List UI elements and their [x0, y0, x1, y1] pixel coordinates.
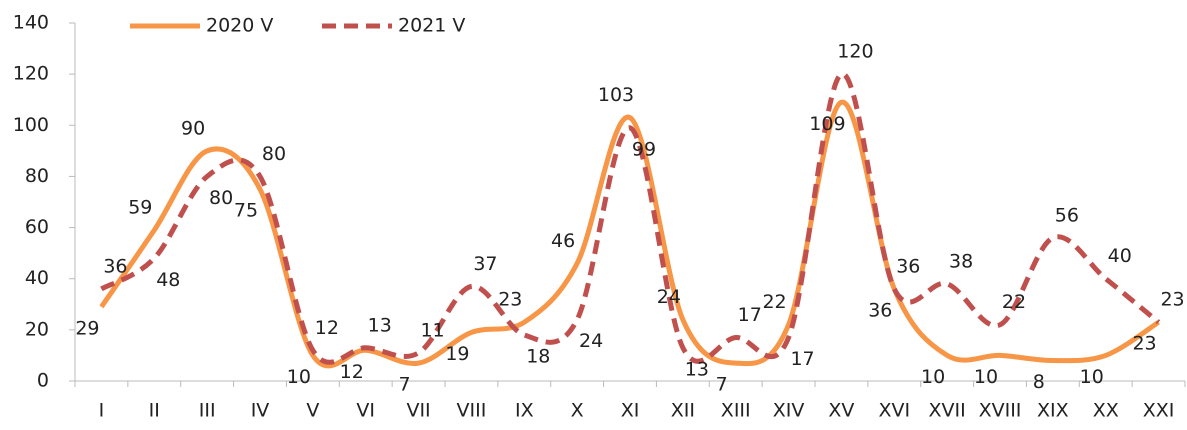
- x-tick-label: VIII: [457, 400, 487, 422]
- data-label: 38: [949, 250, 973, 272]
- data-label: 48: [156, 269, 180, 291]
- data-label: 22: [762, 291, 786, 313]
- data-label: 59: [128, 197, 152, 219]
- data-label: 17: [738, 304, 762, 326]
- series-line: [100, 71, 1161, 365]
- legend-label: 2021 V: [398, 15, 465, 37]
- data-label: 37: [473, 253, 497, 275]
- x-tick-label: II: [149, 400, 160, 422]
- y-tick-label: 80: [25, 165, 49, 187]
- y-tick-label: 140: [13, 12, 49, 34]
- x-tick-label: IX: [515, 400, 534, 422]
- data-label: 103: [598, 84, 634, 106]
- y-tick-label: 20: [25, 318, 49, 340]
- x-tick-label: XV: [828, 400, 854, 422]
- data-label: 17: [790, 348, 814, 370]
- data-label: 13: [368, 314, 392, 336]
- x-tick-label: V: [306, 400, 319, 422]
- x-tick-label: XIII: [721, 400, 751, 422]
- data-label: 10: [287, 366, 311, 388]
- data-label: 99: [632, 138, 656, 160]
- x-tick-label: XX: [1093, 400, 1119, 422]
- data-label: 18: [526, 345, 550, 367]
- data-label: 7: [399, 374, 411, 396]
- data-label: 46: [551, 230, 575, 252]
- data-label: 7: [716, 374, 728, 396]
- x-tick-label: XXI: [1143, 400, 1175, 422]
- data-label: 8: [1033, 371, 1045, 393]
- data-label: 12: [315, 317, 339, 339]
- data-label: 22: [1002, 291, 1026, 313]
- x-tick-label: XVIII: [979, 400, 1022, 422]
- x-tick-label: VI: [356, 400, 375, 422]
- x-tick-label: X: [571, 400, 584, 422]
- x-tick-label: III: [199, 400, 216, 422]
- x-tick-label: XVI: [878, 400, 910, 422]
- y-tick-label: 100: [13, 114, 49, 136]
- data-label: 23: [1132, 333, 1156, 355]
- x-tick-label: XIV: [773, 400, 805, 422]
- x-tick-label: IV: [251, 400, 270, 422]
- y-tick-label: 0: [37, 370, 49, 392]
- series-line: [99, 99, 1160, 369]
- x-tick-label: XII: [671, 400, 695, 422]
- data-label: 109: [809, 113, 845, 135]
- x-tick-label: XI: [621, 400, 640, 422]
- x-tick-label: I: [99, 400, 105, 422]
- data-label: 80: [209, 187, 233, 209]
- data-label: 24: [579, 330, 603, 352]
- y-tick-label: 60: [25, 216, 49, 238]
- data-label: 90: [181, 117, 205, 139]
- y-tick-label: 120: [13, 63, 49, 85]
- data-label: 12: [340, 361, 364, 383]
- data-label: 36: [103, 255, 127, 277]
- data-label: 29: [75, 317, 99, 339]
- data-label: 40: [1108, 245, 1132, 267]
- data-label: 24: [657, 286, 681, 308]
- y-tick-label: 40: [25, 267, 49, 289]
- data-label: 10: [921, 366, 945, 388]
- data-label: 23: [498, 289, 522, 311]
- data-label: 23: [1160, 289, 1184, 311]
- data-label: 13: [685, 358, 709, 380]
- x-tick-label: XIX: [1037, 400, 1069, 422]
- data-label: 11: [420, 319, 444, 341]
- x-tick-label: VII: [406, 400, 430, 422]
- data-label: 19: [445, 343, 469, 365]
- x-tick-label: XVII: [929, 400, 966, 422]
- data-label: 120: [837, 41, 873, 63]
- data-label: 75: [234, 200, 258, 222]
- data-label: 36: [868, 299, 892, 321]
- data-label: 80: [262, 143, 286, 165]
- data-label: 10: [1080, 366, 1104, 388]
- data-label: 56: [1055, 204, 1079, 226]
- legend-label: 2020 V: [206, 15, 273, 37]
- data-label: 10: [974, 366, 998, 388]
- data-label: 36: [896, 255, 920, 277]
